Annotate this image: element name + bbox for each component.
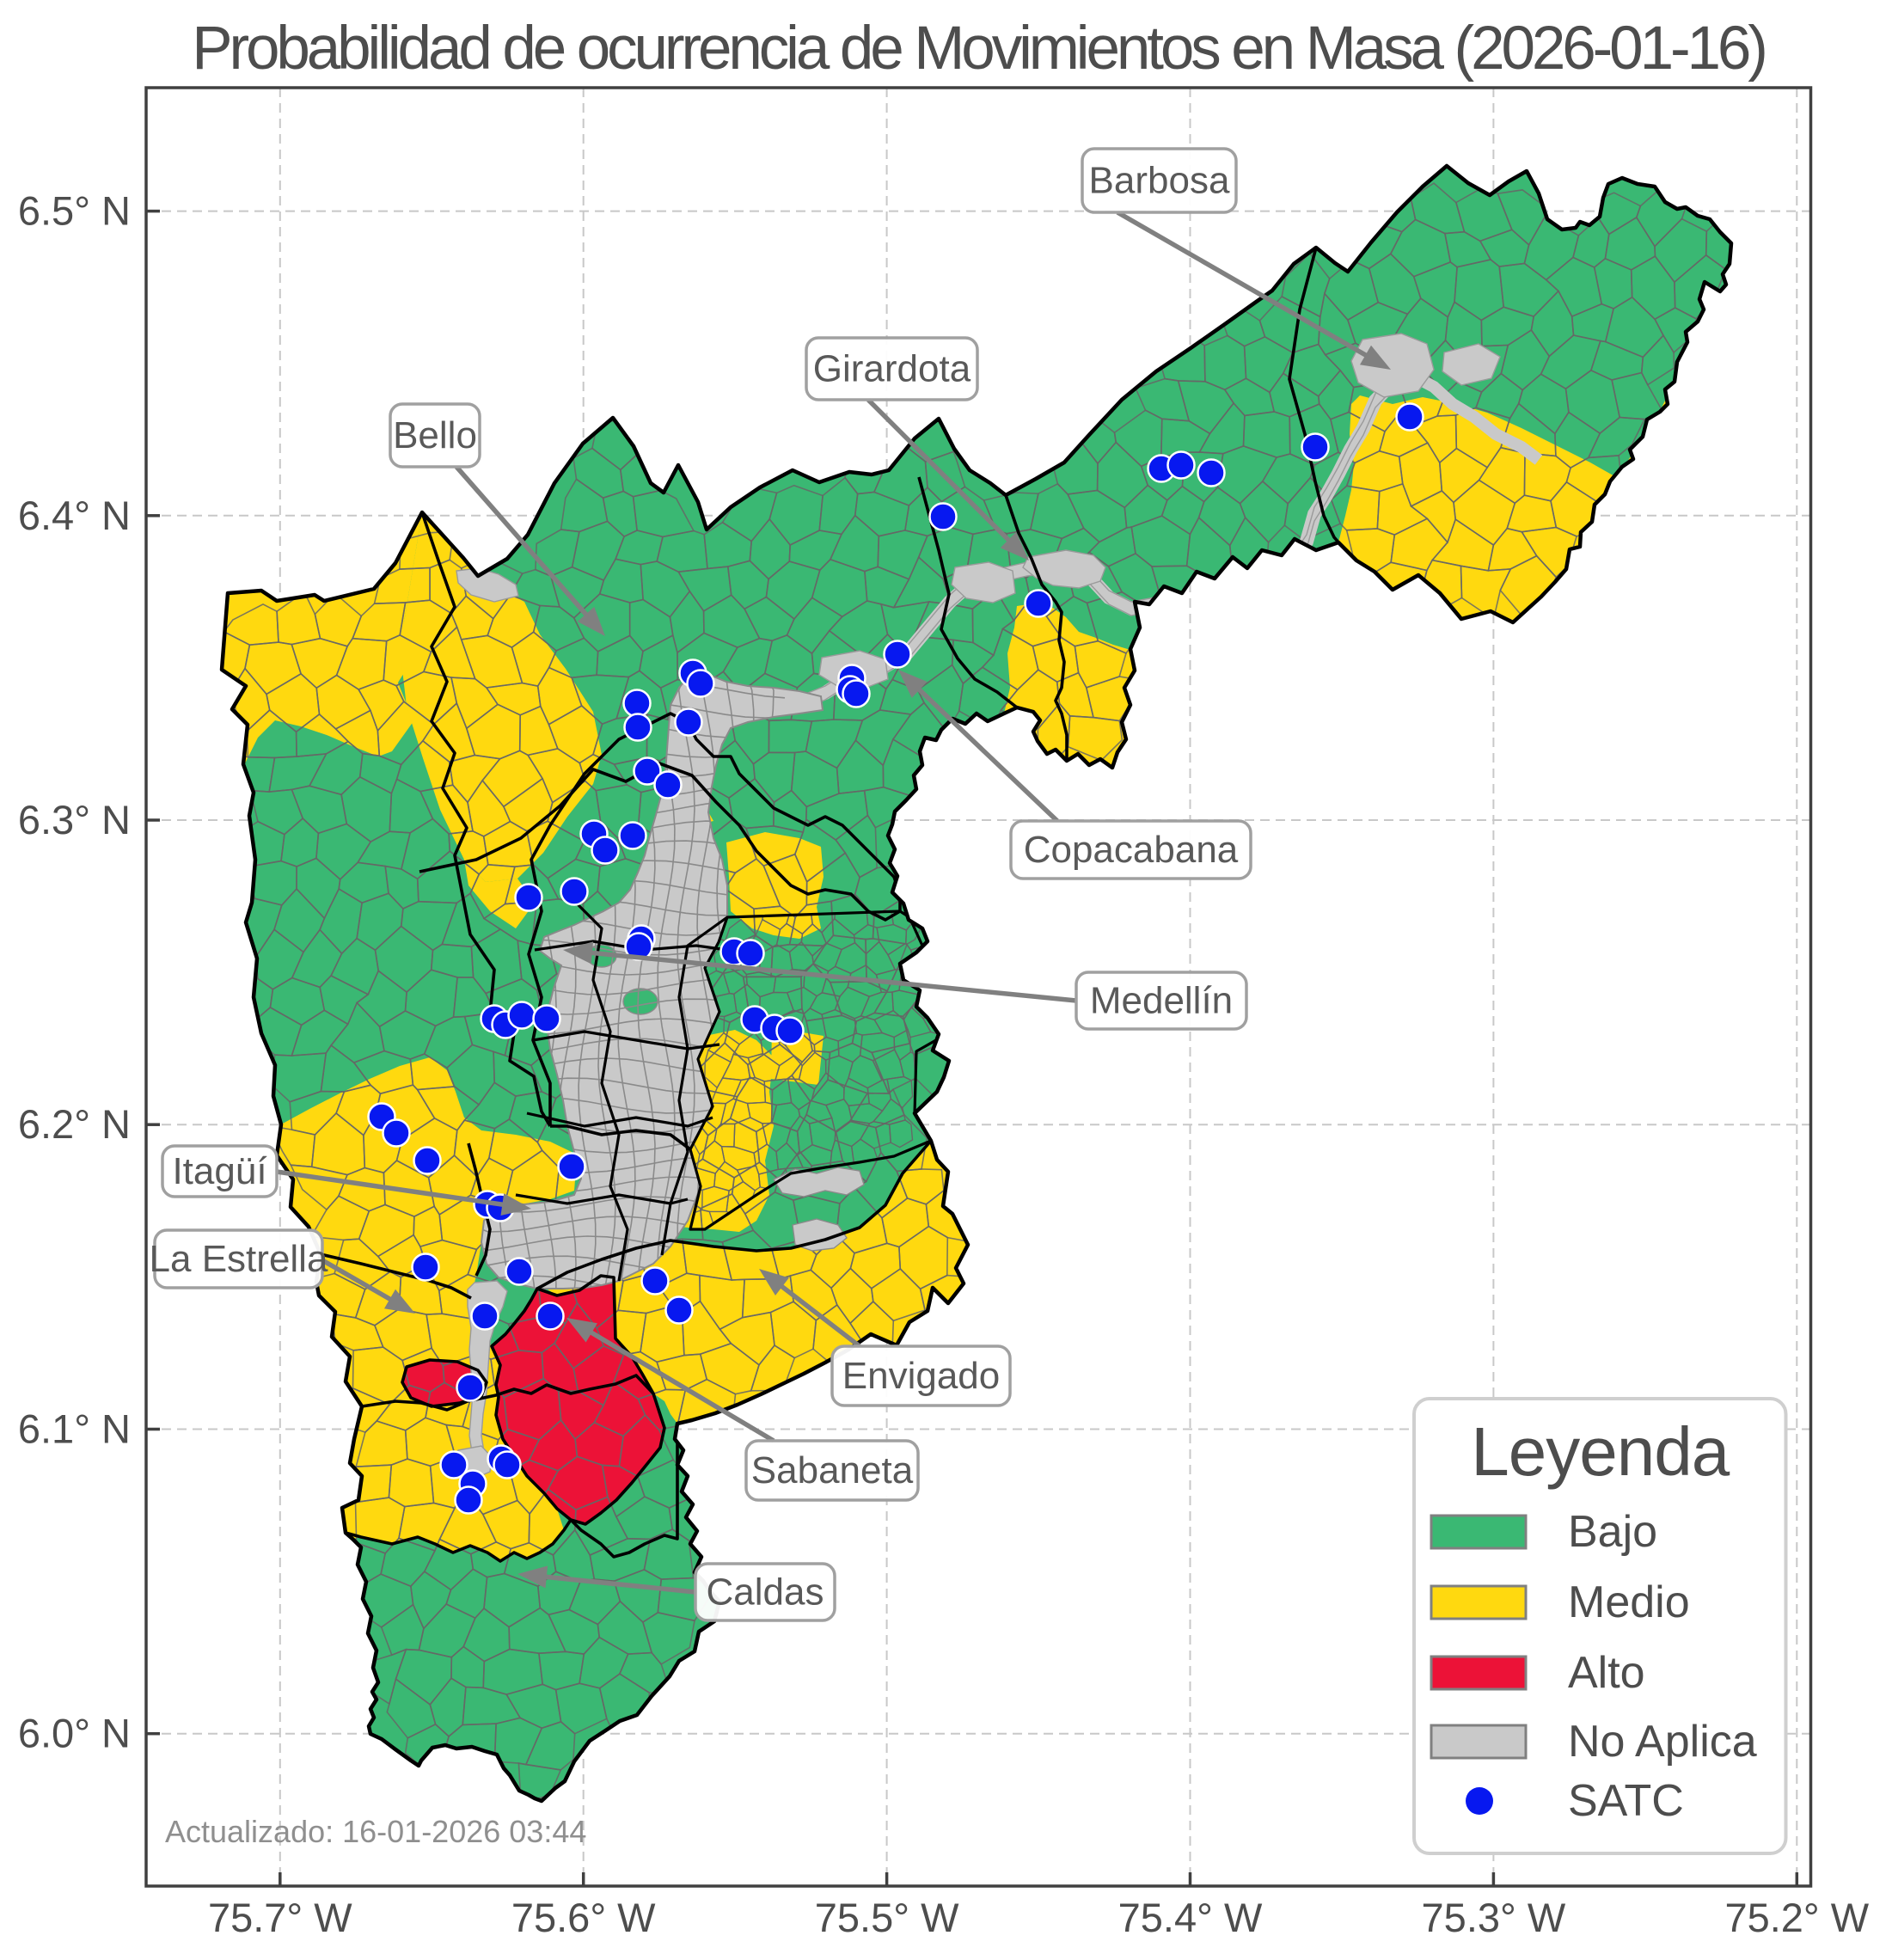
svg-text:Leyenda: Leyenda xyxy=(1471,1413,1730,1490)
svg-text:Caldas: Caldas xyxy=(707,1571,824,1614)
svg-text:Girardota: Girardota xyxy=(813,348,971,390)
svg-text:Bajo: Bajo xyxy=(1568,1507,1657,1557)
svg-text:Barbosa: Barbosa xyxy=(1089,160,1230,202)
svg-text:6.4° N: 6.4° N xyxy=(18,493,131,538)
svg-text:Medio: Medio xyxy=(1568,1577,1690,1627)
svg-text:6.0° N: 6.0° N xyxy=(18,1711,131,1756)
svg-text:75.7° W: 75.7° W xyxy=(208,1895,352,1940)
svg-text:75.6° W: 75.6° W xyxy=(511,1895,656,1940)
svg-text:Probabilidad de ocurrencia de: Probabilidad de ocurrencia de Movimiento… xyxy=(192,15,1765,83)
svg-text:La Estrella: La Estrella xyxy=(150,1238,328,1280)
svg-text:6.2° N: 6.2° N xyxy=(18,1101,131,1147)
svg-text:75.2° W: 75.2° W xyxy=(1724,1895,1869,1940)
svg-text:Bello: Bello xyxy=(393,414,477,456)
svg-text:Copacabana: Copacabana xyxy=(1024,829,1239,871)
svg-text:6.3° N: 6.3° N xyxy=(18,797,131,842)
svg-text:Envigado: Envigado xyxy=(842,1355,1000,1397)
svg-text:No Aplica: No Aplica xyxy=(1568,1717,1757,1767)
svg-text:Actualizado: 16-01-2026 03:44: Actualizado: 16-01-2026 03:44 xyxy=(165,1814,586,1849)
svg-text:Sabaneta: Sabaneta xyxy=(751,1449,914,1491)
svg-text:6.1° N: 6.1° N xyxy=(18,1406,131,1452)
svg-text:75.3° W: 75.3° W xyxy=(1422,1895,1566,1940)
svg-text:Itagüí: Itagüí xyxy=(172,1150,267,1192)
svg-text:SATC: SATC xyxy=(1568,1776,1684,1826)
svg-text:75.5° W: 75.5° W xyxy=(815,1895,959,1940)
svg-text:Medellín: Medellín xyxy=(1090,980,1233,1022)
svg-text:Alto: Alto xyxy=(1568,1648,1645,1698)
svg-text:6.5° N: 6.5° N xyxy=(18,188,131,234)
svg-text:75.4° W: 75.4° W xyxy=(1118,1895,1263,1940)
